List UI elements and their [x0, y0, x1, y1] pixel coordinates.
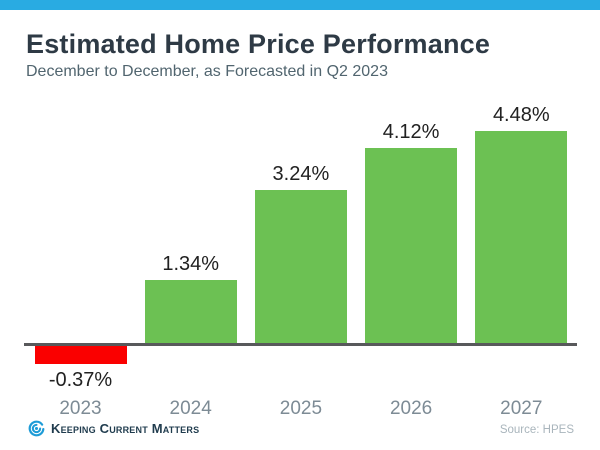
value-label-2025: 3.24% [272, 162, 330, 185]
logo: Keeping Current Matters [28, 420, 199, 437]
value-label-2027: 4.48% [492, 104, 550, 127]
bar-2026 [365, 148, 458, 343]
chart-title: Estimated Home Price Performance [26, 29, 491, 59]
x-tick-2027: 2027 [500, 398, 543, 419]
x-tick-2024: 2024 [169, 398, 212, 419]
logo-text: Keeping Current Matters [51, 421, 200, 436]
source-credit: Source: HPES [499, 424, 574, 436]
kcm-swirl-icon [28, 420, 45, 437]
value-label-2026: 4.12% [382, 121, 440, 144]
x-tick-2026: 2026 [389, 398, 433, 419]
chart-subtitle: December to December, as Forecasted in Q… [26, 63, 388, 80]
bar-2025 [254, 189, 347, 343]
bar-2024 [144, 279, 237, 343]
x-axis-line [24, 343, 577, 346]
top-accent-bar [0, 0, 600, 10]
bar-2027 [475, 131, 568, 343]
x-tick-2023: 2023 [59, 398, 102, 419]
bar-2023 [34, 346, 127, 364]
value-label-2023: -0.37% [48, 368, 113, 391]
x-tick-2025: 2025 [279, 398, 323, 419]
value-label-2024: 1.34% [162, 252, 220, 275]
